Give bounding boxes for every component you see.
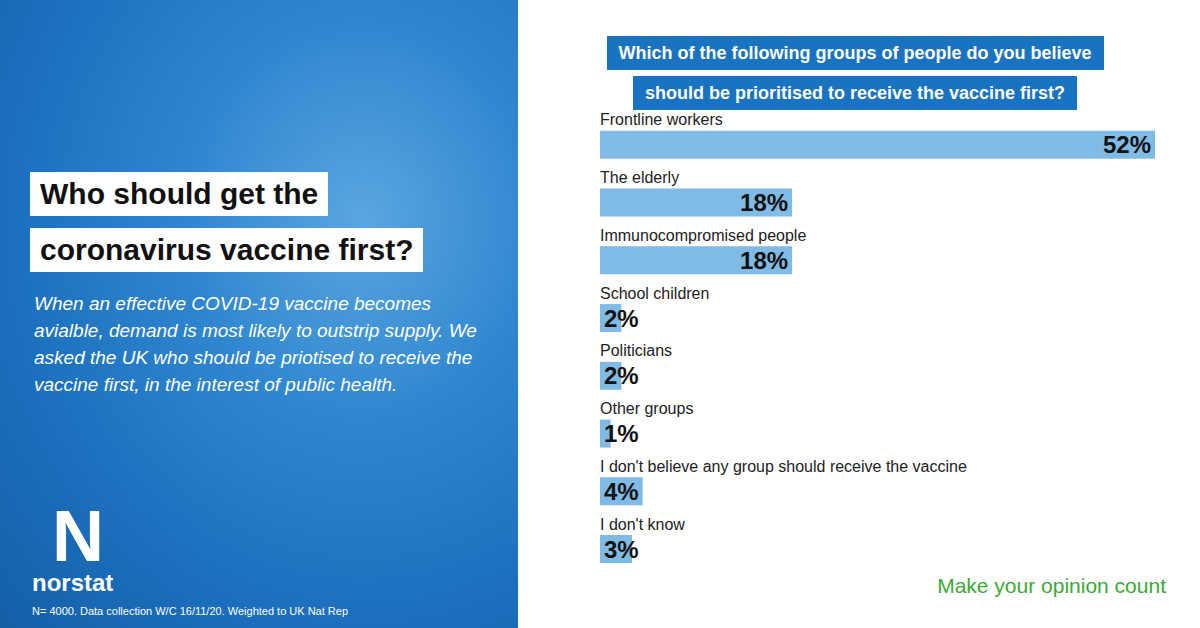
- svg-text:Politicians: Politicians: [600, 342, 672, 359]
- svg-text:1%: 1%: [604, 420, 639, 447]
- svg-text:52%: 52%: [1103, 131, 1151, 158]
- svg-text:I don't believe any group shou: I don't believe any group should receive…: [600, 458, 967, 475]
- svg-text:18%: 18%: [740, 189, 788, 216]
- html-text:Who should get the: Who should get the: [40, 177, 319, 210]
- svg-text:2%: 2%: [604, 362, 639, 389]
- html-text:N= 4000. Data collection W/C 1: N= 4000. Data collection W/C 16/11/20. W…: [32, 605, 348, 617]
- html-text:should be prioritised to recei: should be prioritised to receive the vac…: [644, 83, 1066, 103]
- html-text:When an effective COVID-19 vac: When an effective COVID-19 vaccine becom…: [34, 293, 477, 395]
- html-text:Make your opinion count: Make your opinion count: [937, 574, 1166, 597]
- svg-text:3%: 3%: [604, 536, 639, 563]
- html-text:norstat: norstat: [32, 569, 114, 596]
- svg-text:Other groups: Other groups: [600, 400, 693, 417]
- svg-text:2%: 2%: [604, 305, 639, 332]
- svg-text:Immunocompromised people: Immunocompromised people: [600, 227, 806, 244]
- svg-text:I don't know: I don't know: [600, 516, 685, 533]
- svg-text:18%: 18%: [740, 247, 788, 274]
- svg-text:The elderly: The elderly: [600, 169, 679, 186]
- svg-text:Frontline workers: Frontline workers: [600, 112, 723, 128]
- svg-text:School children: School children: [600, 285, 709, 302]
- svg-text:4%: 4%: [604, 478, 639, 505]
- html-text:coronavirus vaccine first?: coronavirus vaccine first?: [40, 233, 414, 266]
- html-text:Which of the following groups: Which of the following groups of people …: [618, 43, 1092, 63]
- html-text:N: N: [52, 496, 104, 576]
